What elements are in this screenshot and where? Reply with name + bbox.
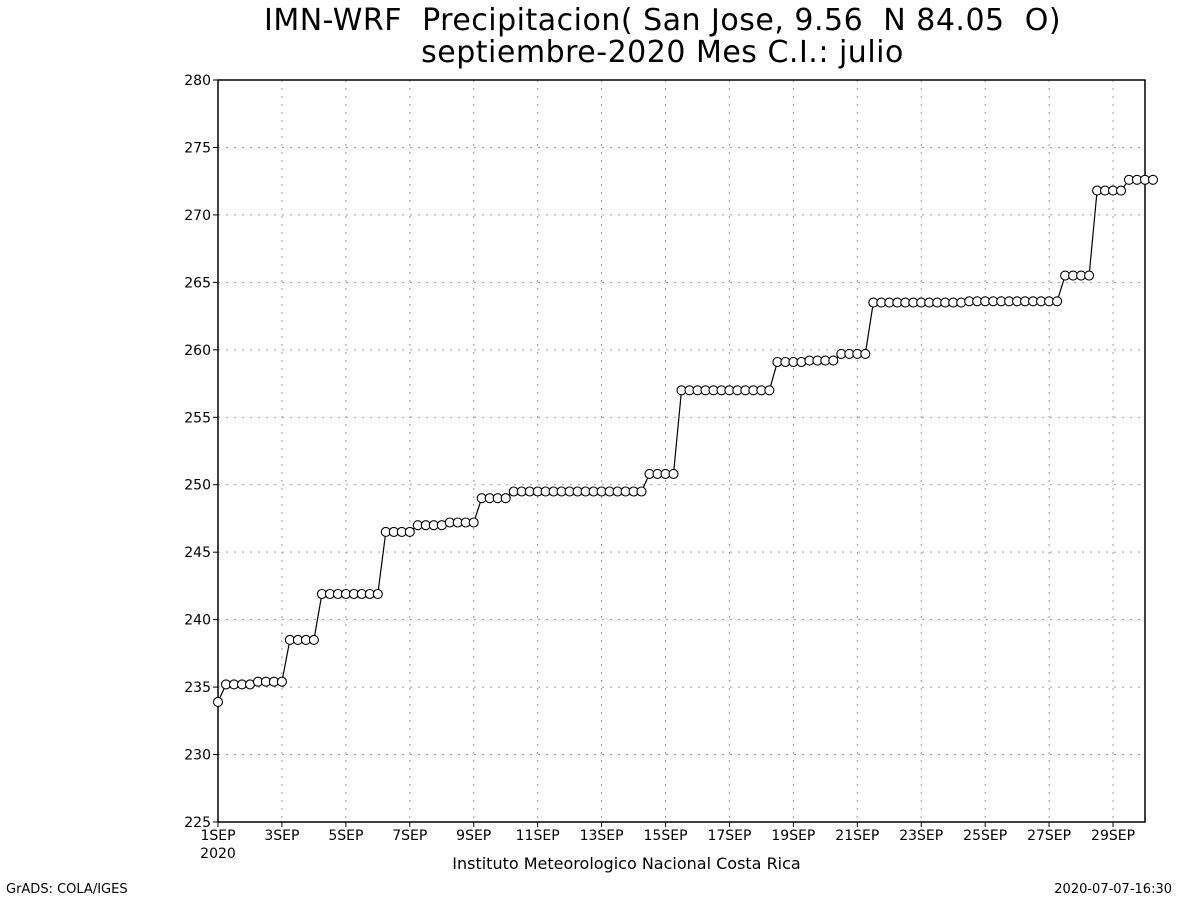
- x-axis-label: Instituto Meteorologico Nacional Costa R…: [452, 854, 800, 873]
- data-point: [828, 355, 839, 366]
- y-tick-label: 265: [184, 275, 211, 291]
- x-tick-label: 15SEP: [644, 828, 688, 844]
- y-tick-label: 225: [184, 815, 211, 831]
- y-tick-label: 270: [184, 208, 211, 224]
- data-point: [636, 486, 647, 497]
- data-point: [212, 696, 224, 707]
- series-line: [217, 179, 1153, 703]
- x-tick-label: 9SEP: [456, 828, 491, 844]
- y-tick-label: 240: [184, 613, 211, 629]
- x-tick-label: 29SEP: [1091, 828, 1135, 844]
- y-tick-label: 280: [184, 73, 211, 89]
- timestamp: 2020-07-07-16:30: [1054, 882, 1172, 897]
- y-tick-label: 235: [184, 680, 211, 696]
- y-tick-label: 255: [184, 410, 211, 426]
- x-tick-label: 3SEP: [264, 828, 299, 844]
- data-point: [1084, 270, 1095, 281]
- chart-title-line2: septiembre-2020 Mes C.I.: julio: [421, 35, 904, 70]
- data-point: [276, 676, 287, 687]
- x-tick-label: 13SEP: [580, 828, 624, 844]
- y-tick-label: 245: [184, 545, 211, 561]
- data-point: [1052, 296, 1063, 307]
- x-tick-label: 17SEP: [707, 828, 751, 844]
- data-point: [308, 634, 319, 645]
- data-point: [372, 588, 383, 600]
- plot-frame: [217, 79, 1146, 823]
- series-precipitation: [212, 174, 1159, 707]
- x-tick-label: 7SEP: [392, 828, 427, 844]
- axes: 225 230 235 240 245 250 255 260 265 270 275 280 1SEP…: [184, 73, 1146, 844]
- y-tick-label: 230: [184, 748, 211, 764]
- data-point: [1115, 185, 1127, 196]
- x-tick-label: 25SEP: [963, 828, 1007, 844]
- x-tick-label: 21SEP: [835, 828, 879, 844]
- x-tick-label: 27SEP: [1027, 828, 1071, 844]
- data-point: [860, 348, 871, 359]
- grid: [218, 80, 1145, 822]
- grads-credit: GrADS: COLA/IGES: [6, 882, 128, 897]
- y-tick-label: 250: [184, 478, 211, 494]
- chart-title-line1: IMN-WRF Precipitacion( San Jose, 9.56 N …: [263, 3, 1062, 38]
- x-tick-label: 11SEP: [516, 828, 560, 844]
- x-tick-label: 19SEP: [771, 828, 815, 844]
- x-tick-label: 5SEP: [328, 828, 363, 844]
- data-point: [764, 385, 775, 396]
- y-tick-label: 260: [184, 343, 211, 359]
- data-point: [668, 468, 679, 479]
- data-point: [468, 517, 479, 528]
- x-tick-label: 1SEP: [200, 828, 235, 844]
- data-point: [500, 493, 511, 504]
- y-tick-label: 275: [184, 140, 211, 156]
- data-point: [404, 526, 415, 537]
- x-axis-year-label: 2020: [200, 846, 236, 862]
- x-tick-label: 23SEP: [899, 828, 943, 844]
- data-point: [1147, 174, 1159, 185]
